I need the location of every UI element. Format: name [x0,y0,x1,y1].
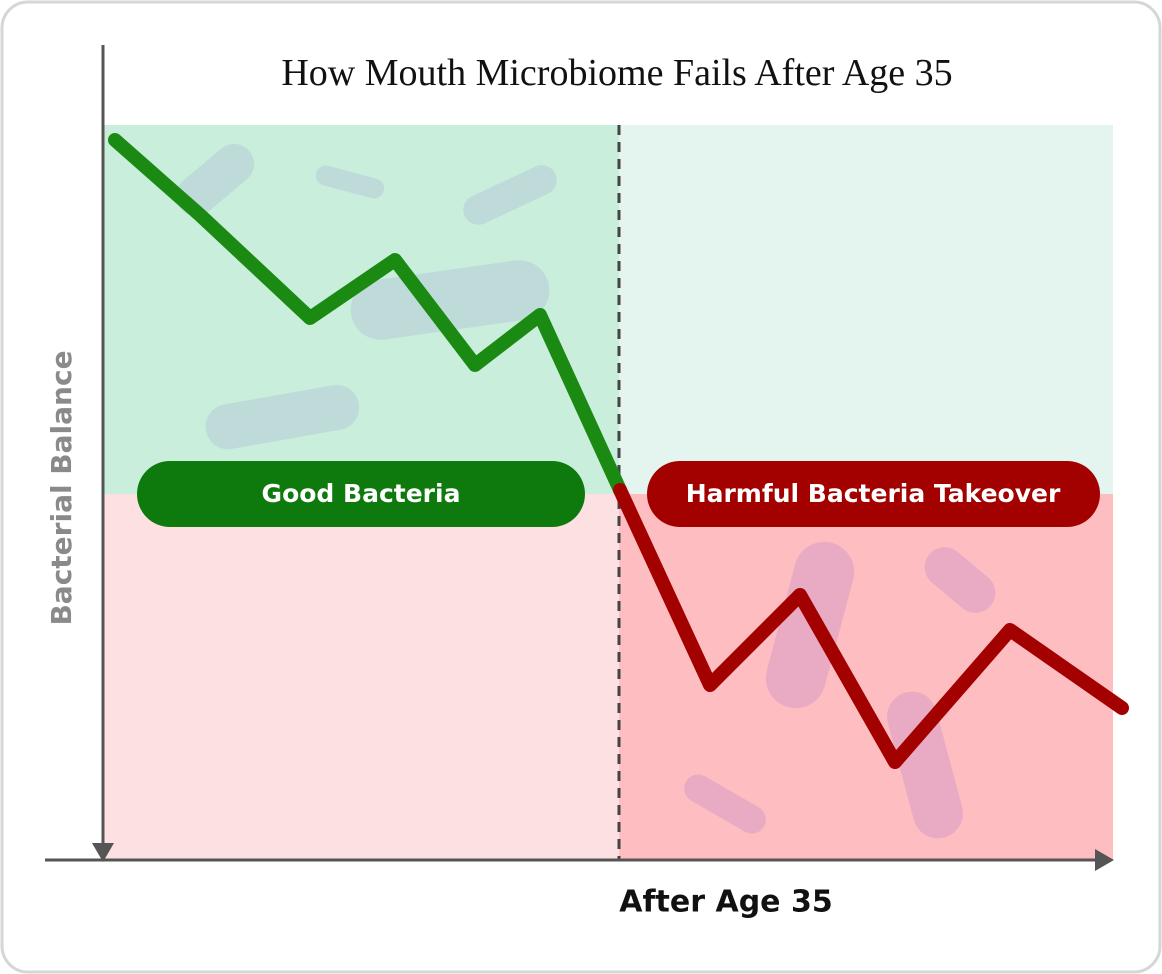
x-axis-arrow [1095,849,1114,871]
y-axis-arrow [92,843,114,862]
quadrant-upper-right [619,125,1113,494]
good-trend-line [108,133,627,497]
harmful-label: Harmful Bacteria Takeover [686,479,1061,508]
x-axis-label: After Age 35 [619,885,832,920]
title: How Mouth Microbiome Fails After Age 35 [281,52,952,94]
quadrant-harmful [619,494,1113,860]
harmful-trend-line [613,483,1129,769]
quadrant-good [103,125,619,494]
quadrant-lower-left [103,494,619,860]
harmful-pill [647,461,1100,527]
good-label: Good Bacteria [262,479,461,508]
y-axis-label: Bacterial Balance [45,350,78,625]
good-pill [137,461,585,527]
